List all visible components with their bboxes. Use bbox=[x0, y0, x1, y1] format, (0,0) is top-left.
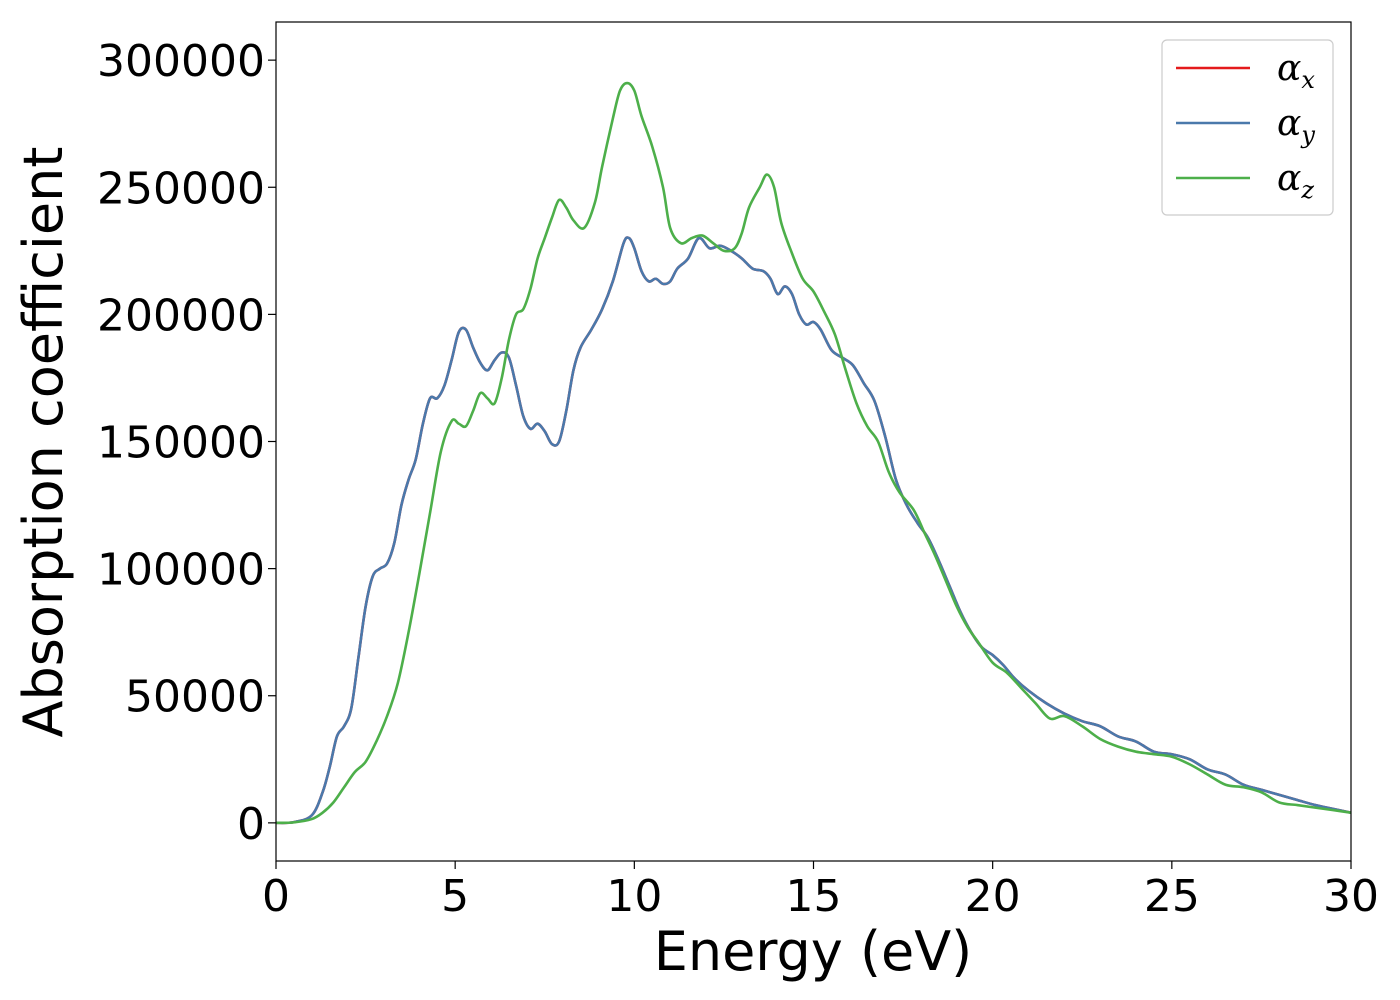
y-tick-label: 250000 bbox=[97, 163, 265, 214]
x-tick-label: 15 bbox=[786, 871, 842, 922]
legend-label-y: αy bbox=[1277, 103, 1315, 149]
y-tick-label: 150000 bbox=[97, 418, 265, 469]
y-axis-title: Absorption coefficient bbox=[12, 147, 75, 738]
x-tick-label: 30 bbox=[1323, 871, 1379, 922]
x-tick-label: 25 bbox=[1144, 871, 1200, 922]
y-tick-label: 100000 bbox=[97, 545, 265, 596]
y-tick-label: 300000 bbox=[97, 36, 265, 87]
series-line-z bbox=[276, 81, 1351, 825]
x-tick-label: 5 bbox=[441, 871, 469, 922]
y-tick-label: 0 bbox=[237, 799, 265, 850]
y-tick-label: 200000 bbox=[97, 290, 265, 341]
legend-label-z: αz bbox=[1277, 158, 1314, 204]
legend: αx αy αz bbox=[1161, 39, 1334, 216]
series-line-y bbox=[276, 236, 1351, 825]
x-tick-label: 0 bbox=[262, 871, 290, 922]
x-axis-ticks: 0 5 10 15 20 25 30 bbox=[262, 861, 1379, 922]
legend-box bbox=[1161, 39, 1334, 216]
legend-label-x: αx bbox=[1277, 48, 1315, 94]
series-layer bbox=[276, 81, 1351, 825]
x-tick-label: 20 bbox=[965, 871, 1021, 922]
x-tick-label: 10 bbox=[606, 871, 662, 922]
x-axis-title: Energy (eV) bbox=[654, 920, 973, 983]
y-axis-ticks: 0 50000 100000 150000 200000 250000 300000 bbox=[97, 36, 276, 850]
y-tick-label: 50000 bbox=[125, 672, 265, 723]
